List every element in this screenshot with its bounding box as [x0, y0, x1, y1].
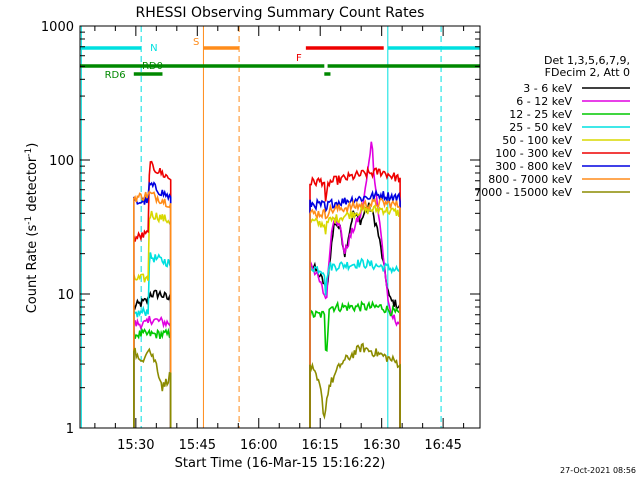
y-axis-label-part: Count Rate (s: [25, 225, 40, 314]
series-line: [133, 190, 172, 428]
y-axis-label-sup: -1: [24, 216, 34, 225]
series-line: [309, 189, 401, 428]
y-axis-label: Count Rate (s-1 detector-1): [24, 143, 40, 314]
legend-header: FDecim 2, Att 0: [545, 66, 630, 79]
x-axis: 15:30 15:45 16:00 16:15 16:30 16:45: [94, 26, 465, 453]
state-label-rd0: RD0: [142, 61, 163, 72]
series-line: [133, 347, 172, 428]
plot-frame: [79, 25, 481, 429]
series-line: [133, 181, 172, 428]
series-50-100-kev: [133, 202, 401, 428]
y-tick-label: 10: [57, 288, 74, 303]
series-line: [133, 289, 172, 428]
series-line: [133, 210, 172, 428]
series-line: [309, 165, 401, 428]
x-tick-label: 16:15: [301, 438, 338, 453]
y-tick-label: 100: [49, 154, 74, 169]
state-label-rd6: RD6: [105, 70, 126, 81]
x-tick-label: 16:00: [240, 438, 277, 453]
legend-label: 50 - 100 keV: [502, 134, 572, 147]
series-7000-15000-kev: [133, 342, 401, 428]
series-line: [309, 202, 401, 428]
legend-label: 7000 - 15000 keV: [474, 186, 572, 199]
y-tick-label: 1000: [41, 20, 74, 35]
state-label-s: S: [193, 37, 199, 48]
series-6-12-kev: [133, 141, 401, 428]
legend-label: 6 - 12 keV: [516, 95, 572, 108]
y-tick-label: 1: [66, 422, 74, 437]
x-tick-label: 15:30: [117, 438, 154, 453]
series-line: [309, 197, 401, 428]
series-line: [309, 141, 401, 428]
chart-title: RHESSI Observing Summary Count Rates: [136, 5, 425, 21]
y-axis-label-sup: -1: [24, 148, 34, 157]
series-800-7000-kev: [133, 190, 401, 428]
state-label-n: N: [150, 43, 157, 54]
series-100-300-kev: [133, 160, 401, 428]
series-line: [309, 257, 401, 428]
legend-label: 12 - 25 keV: [509, 108, 572, 121]
y-axis-label-part: detector: [25, 156, 40, 216]
series-line: [133, 315, 172, 428]
series-3-6-kev: [133, 202, 401, 428]
legend-label: 100 - 300 keV: [495, 147, 572, 160]
series-line: [309, 202, 401, 428]
legend-label: 800 - 7000 keV: [488, 173, 572, 186]
legend-label: 25 - 50 keV: [509, 121, 572, 134]
series-line: [133, 160, 172, 428]
legend-label: 3 - 6 keV: [523, 82, 572, 95]
series-300-800-kev: [133, 181, 401, 428]
series-line: [309, 300, 401, 428]
y-axis-label-part: ): [25, 143, 40, 148]
y-axis: 1 10 100 1000: [41, 20, 480, 437]
state-label-f: F: [296, 53, 302, 64]
series-line: [133, 327, 172, 428]
legend: Det 1,3,5,6,7,9,FDecim 2, Att 0 3 - 6 keV…: [474, 54, 630, 199]
x-axis-label: Start Time (16-Mar-15 15:16:22): [175, 456, 386, 471]
series-25-50-kev: [133, 252, 401, 428]
series-line: [133, 252, 172, 428]
plot-area: N S F RD0 RD6: [79, 25, 481, 429]
legend-label: 300 - 800 keV: [495, 160, 572, 173]
timestamp: 27-Oct-2021 08:56: [560, 466, 636, 475]
legend-header: Det 1,3,5,6,7,9,: [544, 54, 630, 67]
x-tick-label: 15:45: [179, 438, 216, 453]
x-tick-label: 16:30: [363, 438, 400, 453]
series-12-25-kev: [133, 300, 401, 428]
series-line: [309, 342, 401, 428]
x-tick-label: 16:45: [424, 438, 461, 453]
